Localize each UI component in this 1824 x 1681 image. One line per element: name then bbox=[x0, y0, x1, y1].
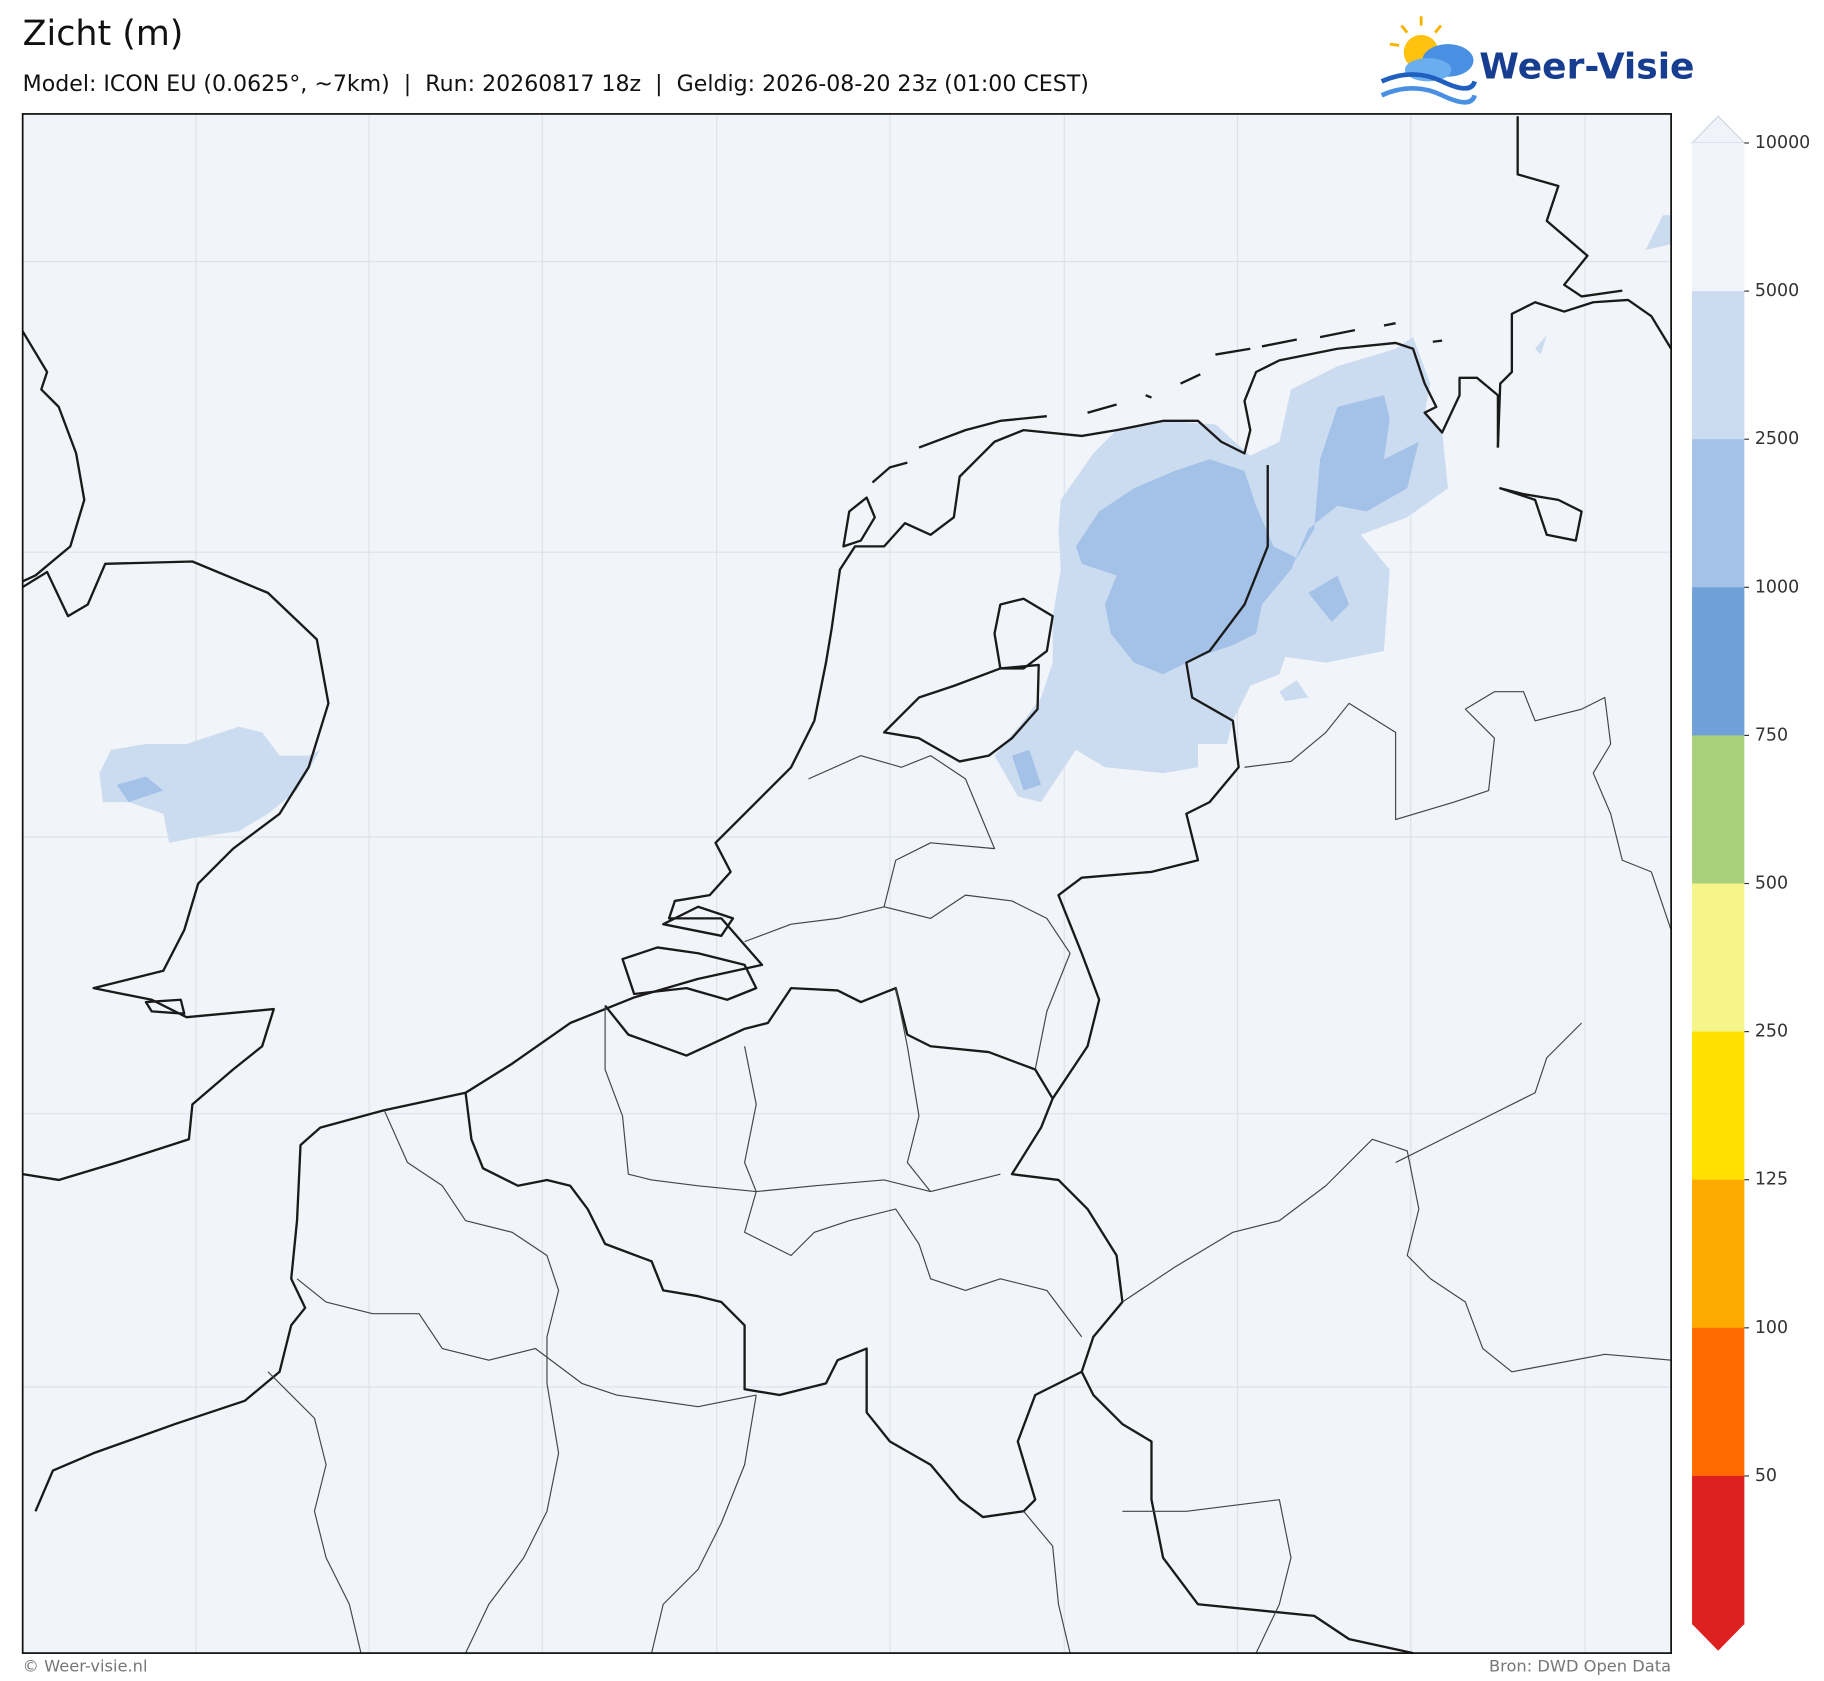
colorbar: 10000 5000 2500 1000 750 500 250 125 100 50 bbox=[1690, 115, 1810, 1651]
colorbar-segment bbox=[1692, 291, 1745, 440]
colorbar-segment bbox=[1692, 587, 1745, 736]
logo-text: Weer-Visie bbox=[1479, 47, 1694, 88]
colorbar-segment bbox=[1692, 735, 1745, 885]
title: Zicht (m) bbox=[23, 14, 184, 54]
colorbar-tick-label: 250 bbox=[1755, 1022, 1788, 1042]
coastlines bbox=[21, 116, 1673, 1512]
colorbar-segment bbox=[1692, 1031, 1745, 1181]
map-background bbox=[22, 113, 1672, 1654]
colorbar-tick-label: 500 bbox=[1755, 874, 1788, 894]
map bbox=[21, 113, 1673, 1655]
colorbar-extend-top bbox=[1690, 115, 1746, 144]
colorbar-segment bbox=[1692, 1475, 1745, 1625]
footer-right: Bron: DWD Open Data bbox=[1489, 1657, 1671, 1676]
subtitle: Model: ICON EU (0.0625°, ~7km) | Run: 20… bbox=[23, 72, 1089, 97]
colorbar-segment bbox=[1692, 142, 1745, 292]
colorbar-tick-label: 100 bbox=[1755, 1318, 1788, 1338]
colorbar-tick-label: 750 bbox=[1755, 725, 1788, 745]
footer-left: © Weer-visie.nl bbox=[23, 1657, 148, 1676]
colorbar-tick-label: 5000 bbox=[1755, 281, 1799, 301]
colorbar-tick-label: 2500 bbox=[1755, 429, 1799, 449]
colorbar-segment bbox=[1692, 439, 1745, 588]
colorbar-segment bbox=[1692, 1179, 1745, 1329]
map-frame bbox=[21, 113, 1672, 1654]
colorbar-segment bbox=[1692, 883, 1745, 1033]
colorbar-extend-bottom bbox=[1692, 1624, 1745, 1651]
visibility-field bbox=[99, 215, 1672, 843]
graticule bbox=[22, 113, 1672, 1654]
colorbar-tick-label: 10000 bbox=[1755, 133, 1810, 153]
borders bbox=[267, 465, 1672, 1655]
colorbar-tick-label: 125 bbox=[1755, 1170, 1788, 1190]
colorbar-tick-label: 50 bbox=[1755, 1466, 1777, 1486]
colorbar-tick-label: 1000 bbox=[1755, 577, 1799, 597]
logo: Weer-Visie bbox=[1380, 16, 1694, 105]
colorbar-segment bbox=[1692, 1327, 1745, 1477]
